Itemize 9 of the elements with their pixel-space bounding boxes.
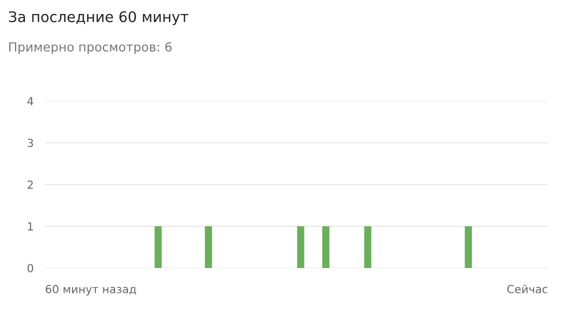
y-tick-label: 1 — [28, 222, 33, 230]
y-tick-label: 4 — [27, 97, 34, 106]
chart-subtitle: Примерно просмотров: 6 — [9, 42, 172, 54]
text: Сейчас — [507, 284, 548, 294]
chart-title: За последние 60 минут — [8, 11, 188, 26]
y-tick-label: 3 — [28, 138, 33, 148]
y-tick-label: 0 — [28, 264, 34, 272]
y-tick-label: 2 — [28, 180, 33, 189]
text: 60 минут назад — [46, 284, 136, 296]
